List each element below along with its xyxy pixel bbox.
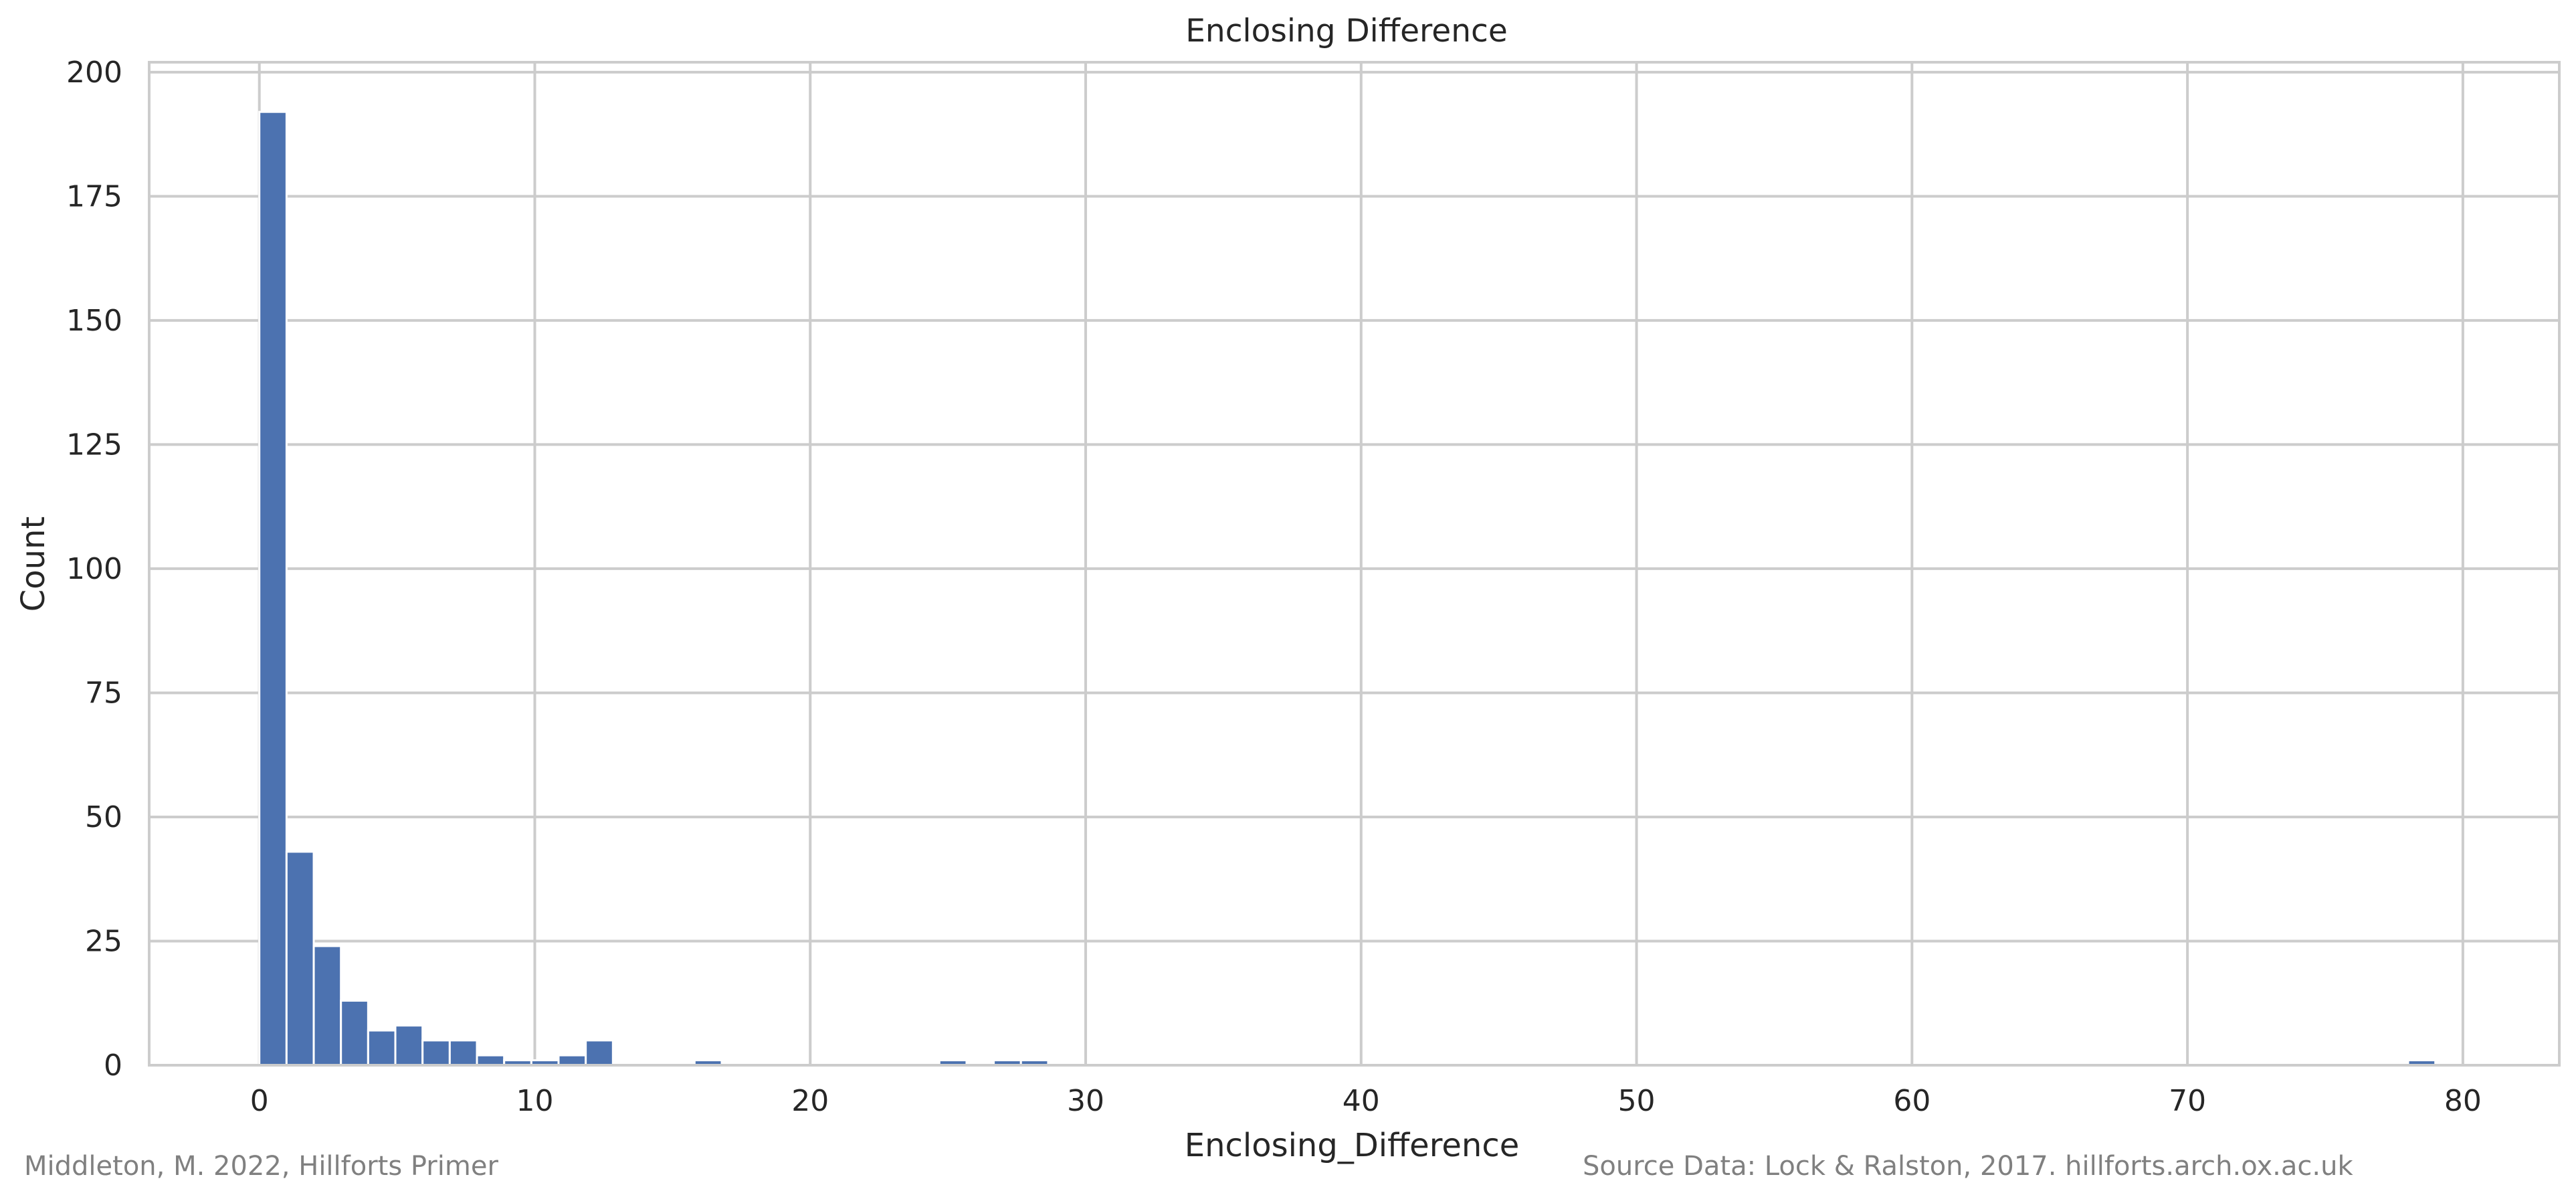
histogram-bar (258, 110, 288, 1067)
y-tick-label: 125 (66, 428, 122, 462)
x-tick-label: 0 (250, 1084, 269, 1118)
x-tick-label: 80 (2444, 1084, 2482, 1118)
y-tick-label: 50 (85, 800, 122, 834)
histogram-bars (258, 110, 2437, 1067)
histogram-bar (340, 1000, 369, 1067)
x-tick-label: 20 (791, 1084, 829, 1118)
tick-labels: 0 10 20 30 40 50 60 70 80 0 25 50 75 100 125 150 175 200 (66, 56, 2482, 1118)
histogram-bar (394, 1024, 424, 1067)
y-tick-label: 150 (66, 304, 122, 338)
x-tick-label: 30 (1067, 1084, 1104, 1118)
histogram-bar (421, 1039, 451, 1067)
histogram-bar (448, 1039, 478, 1067)
chart-title: Enclosing Difference (1185, 13, 1508, 50)
plot-frame (148, 61, 2561, 1067)
y-tick-label: 200 (66, 56, 122, 90)
histogram-bar (285, 850, 315, 1067)
x-tick-label: 10 (516, 1084, 553, 1118)
grid-lines (149, 62, 2559, 1067)
y-tick-label: 100 (66, 552, 122, 586)
y-tick-label: 175 (66, 179, 122, 213)
histogram-bar (312, 945, 342, 1067)
histogram-bar (585, 1039, 614, 1067)
x-tick-label: 50 (1618, 1084, 1656, 1118)
x-tick-label: 70 (2169, 1084, 2206, 1118)
x-tick-label: 40 (1343, 1084, 1380, 1118)
x-tick-label: 60 (1893, 1084, 1930, 1118)
x-axis-label: Enclosing_Difference (1185, 1127, 1520, 1164)
y-axis-label: Count (15, 517, 52, 612)
y-tick-label: 0 (104, 1048, 122, 1083)
histogram-bar (367, 1029, 397, 1067)
histogram-bar (557, 1054, 587, 1067)
y-tick-label: 25 (85, 924, 122, 958)
source-credit: Source Data: Lock & Ralston, 2017. hillf… (1583, 1151, 2353, 1182)
histogram-bar (476, 1054, 506, 1067)
y-tick-label: 75 (85, 676, 122, 710)
author-credit: Middleton, M. 2022, Hillforts Primer (24, 1151, 498, 1182)
